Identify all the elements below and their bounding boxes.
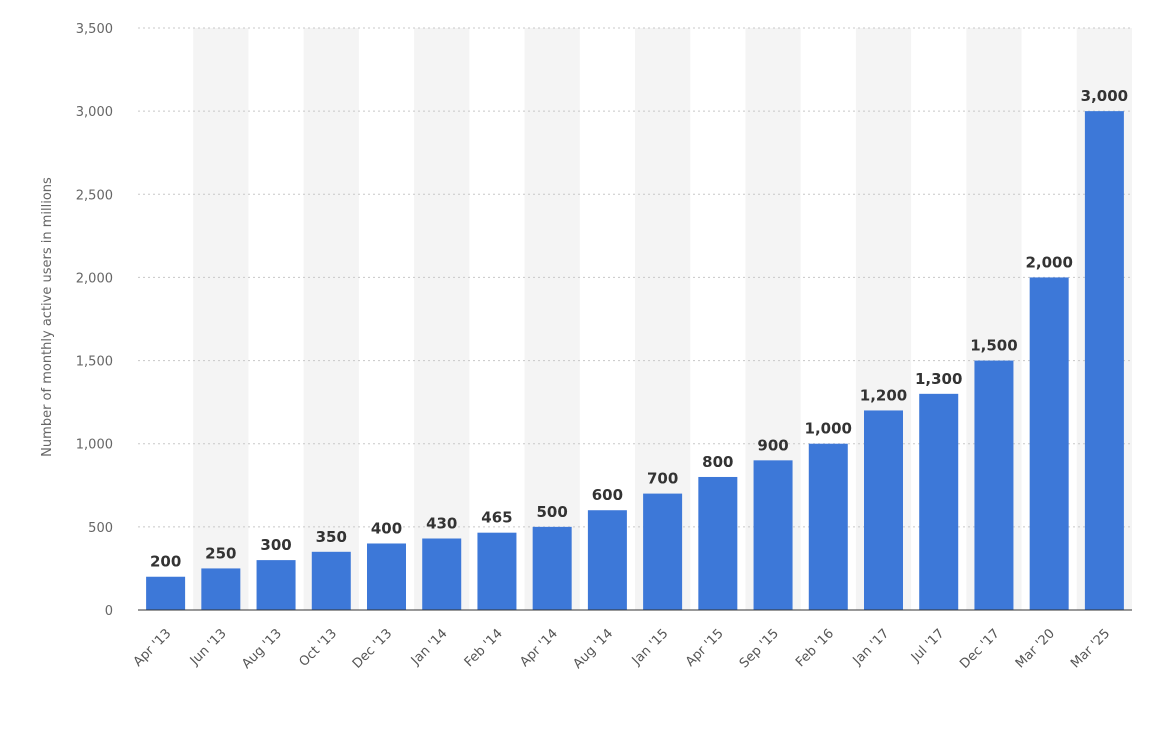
data-label: 500 (537, 503, 568, 521)
bar (1084, 111, 1124, 611)
x-tick-label: Sep '15 (737, 626, 782, 671)
bar (311, 551, 351, 610)
bar (146, 576, 186, 610)
background-band (524, 28, 580, 610)
y-axis-label: Number of monthly active users in millio… (40, 177, 55, 457)
bar (919, 393, 959, 610)
bar (532, 526, 572, 610)
data-label: 430 (426, 514, 457, 532)
background-band (414, 28, 470, 610)
data-label: 1,000 (805, 420, 852, 438)
x-tick-label: Aug '13 (239, 626, 285, 672)
x-tick-label: Apr '14 (517, 626, 561, 670)
data-label: 2,000 (1025, 253, 1072, 271)
gridlines (138, 27, 1132, 528)
y-tick-label: 1,500 (76, 355, 113, 370)
data-label: 465 (481, 509, 512, 527)
data-label: 700 (647, 470, 678, 488)
data-label: 400 (371, 519, 402, 537)
y-tick-label: 3,500 (76, 22, 113, 37)
x-axis-ticks: Apr '13 Jun '13 Aug '13 Oct '13 Dec '13 Jan '… (131, 626, 1113, 672)
data-label: 1,300 (915, 370, 962, 388)
data-label: 300 (260, 536, 291, 554)
x-tick-label: Feb '16 (793, 626, 837, 670)
y-tick-label: 2,500 (76, 188, 113, 203)
x-tick-label: Jun '13 (187, 626, 230, 669)
bar (974, 360, 1014, 610)
y-tick-label: 3,000 (76, 105, 113, 120)
bar (864, 410, 903, 610)
x-tick-label: Jan '17 (850, 626, 893, 669)
data-label: 1,500 (970, 337, 1017, 355)
x-tick-label: Apr '15 (683, 626, 727, 670)
y-tick-label: 500 (88, 521, 113, 536)
bar (256, 560, 296, 610)
data-label: 1,200 (860, 386, 907, 404)
x-tick-label: Aug '14 (571, 626, 617, 672)
x-tick-label: Jul '17 (908, 626, 948, 666)
bar (643, 493, 683, 610)
x-tick-label: Jan '15 (629, 626, 672, 669)
bar (477, 532, 517, 610)
x-tick-label: Mar '20 (1013, 626, 1058, 671)
y-tick-label: 0 (105, 604, 113, 619)
data-label: 600 (592, 486, 623, 504)
bar (753, 460, 793, 610)
y-tick-label: 2,000 (76, 271, 113, 286)
data-label: 200 (150, 553, 181, 571)
x-tick-label: Oct '13 (296, 626, 340, 670)
bar (201, 568, 241, 610)
y-axis-ticks: 0 500 1,000 1,500 2,000 2,500 3,000 3,500 (76, 22, 113, 619)
x-tick-label: Dec '17 (957, 626, 1003, 672)
data-label: 250 (205, 544, 236, 562)
x-tick-label: Feb '14 (462, 626, 506, 670)
x-tick-label: Dec '13 (350, 626, 396, 672)
data-label: 3,000 (1081, 87, 1128, 105)
bars (146, 111, 1124, 611)
bar (808, 443, 848, 610)
background-band (193, 28, 249, 610)
bar (367, 543, 406, 610)
x-tick-label: Mar '25 (1068, 626, 1113, 671)
data-label: 900 (757, 436, 788, 454)
data-label: 800 (702, 453, 733, 471)
bar (698, 476, 738, 610)
bar (1029, 277, 1069, 610)
x-tick-label: Apr '13 (131, 626, 175, 670)
bar (422, 538, 462, 610)
background-band (303, 28, 359, 610)
bar (587, 510, 627, 610)
x-tick-label: Jan '14 (408, 626, 451, 669)
data-label: 350 (316, 528, 347, 546)
y-tick-label: 1,000 (76, 438, 113, 453)
data-labels: 200 250 300 350 400 430 465 500 600 700 800 900 1,00… (150, 87, 1128, 571)
